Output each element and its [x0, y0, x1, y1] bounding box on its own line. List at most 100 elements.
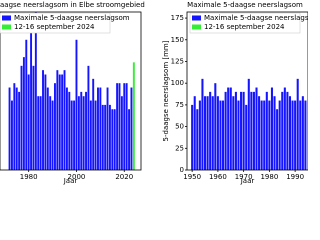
bar — [229, 87, 232, 170]
legend-swatch — [2, 15, 11, 21]
bar — [25, 39, 28, 171]
legend-box — [0, 12, 111, 34]
bar — [54, 83, 56, 170]
bar — [44, 74, 47, 170]
bar — [82, 96, 85, 170]
bar — [92, 78, 95, 170]
bar — [258, 96, 261, 170]
bar — [240, 91, 243, 170]
bar — [68, 91, 71, 170]
bar — [116, 83, 119, 170]
bar — [87, 65, 90, 170]
bar — [32, 65, 35, 170]
legend-label: 12-16 september 2024 — [14, 23, 95, 31]
bar — [250, 91, 253, 170]
bar — [70, 100, 73, 170]
bar — [123, 83, 126, 170]
bar — [132, 62, 135, 170]
legend-label: 12-16 september 2024 — [204, 23, 285, 31]
bar — [94, 100, 97, 170]
bar — [263, 100, 266, 170]
legend-label: Maximale 5-daagse neerslagsom — [14, 14, 130, 22]
legend-label: Maximale 5-daagse neerslagsom — [204, 14, 308, 22]
x-axis-label: Jaar — [63, 177, 78, 185]
bar — [58, 74, 61, 170]
x-tick-label: 2020 — [115, 173, 133, 181]
bar — [242, 91, 245, 170]
bar — [291, 100, 294, 170]
bar — [219, 100, 222, 170]
x-tick-label: 1980 — [260, 173, 278, 181]
bar — [209, 91, 212, 170]
bar — [222, 100, 225, 170]
bar — [191, 104, 194, 170]
y-tick-label: 100 — [171, 79, 184, 87]
bar — [196, 109, 199, 170]
bar — [227, 87, 230, 170]
x-tick-label: 1970 — [235, 173, 253, 181]
bar — [252, 91, 255, 170]
bar — [278, 100, 281, 170]
bar — [247, 78, 250, 170]
bar — [283, 87, 286, 170]
bar — [65, 87, 68, 170]
bar — [106, 87, 109, 170]
bar — [13, 83, 16, 170]
bar — [273, 96, 276, 170]
bar — [224, 91, 227, 170]
bar — [206, 96, 209, 170]
bar — [75, 39, 78, 171]
chart-title: aagse neerslagsom in Elbe stroomgebied — [0, 1, 145, 9]
bar — [10, 100, 13, 170]
bar — [125, 83, 128, 170]
bar — [245, 104, 248, 170]
y-tick-label: 125 — [171, 57, 184, 65]
bar — [97, 87, 99, 170]
bar — [214, 83, 217, 170]
y-tick-label: 0 — [180, 166, 184, 174]
bar — [118, 83, 121, 170]
bar — [294, 100, 297, 170]
bar — [34, 12, 37, 170]
axes-frame — [0, 11, 142, 171]
bar — [63, 70, 66, 170]
bar — [270, 87, 273, 170]
bar — [296, 78, 299, 170]
bar — [85, 91, 87, 170]
bar — [46, 87, 49, 170]
x-axis-label: Jaar — [240, 177, 255, 185]
bar — [8, 87, 11, 170]
bar — [39, 96, 42, 170]
legend-box — [189, 12, 301, 34]
bar — [255, 87, 258, 170]
bar — [193, 96, 196, 170]
bar — [211, 96, 214, 170]
plot-area — [191, 78, 307, 170]
bar — [51, 100, 54, 170]
bar — [286, 91, 289, 170]
x-tick-label: 1960 — [209, 173, 227, 181]
bar — [237, 100, 240, 170]
figure: 1980 2000 2020 aagse neerslagsom in Elbe st… — [0, 1, 308, 185]
bar — [61, 74, 64, 170]
bar — [101, 104, 104, 170]
bar — [201, 78, 204, 170]
bar — [73, 100, 76, 170]
bar — [89, 100, 92, 170]
bar — [99, 87, 102, 170]
y-tick-label: 175 — [171, 14, 184, 22]
legend-swatch — [192, 15, 201, 21]
axes-frame — [186, 11, 308, 171]
x-tick-label: 1980 — [20, 173, 38, 181]
y-tick-label: 75 — [175, 101, 184, 109]
bar — [288, 96, 292, 170]
x-tick-label: 1990 — [286, 173, 304, 181]
bar — [18, 91, 21, 170]
bar — [265, 91, 268, 170]
bar — [130, 87, 133, 170]
bar — [301, 96, 304, 170]
bar — [111, 109, 114, 170]
bar — [232, 96, 235, 170]
bar — [304, 100, 307, 170]
y-tick-label: 150 — [171, 36, 184, 44]
